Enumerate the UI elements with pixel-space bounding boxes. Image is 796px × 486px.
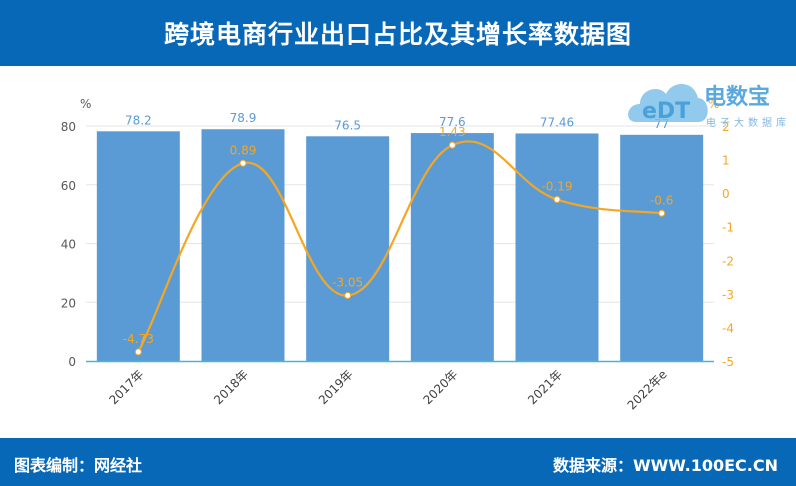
left-axis-unit: % [80,97,91,111]
left-tick-label: 80 [61,120,76,134]
bar-series: 78.2 78.976.5 77.6 77.46 77 [96,111,704,361]
line-value-label: 0.89 [230,143,257,157]
right-tick-label: -5 [722,355,734,369]
logo-subtitle: 电子大数据库 [706,116,790,129]
footer-source: 数据来源：WWW.100EC.CN [552,456,778,475]
x-tick-label: 2020年 [420,367,460,407]
line-marker[interactable] [553,196,561,204]
line-series: -4.73 0.89 -3.05 1.43 -0.19 -0.6 [123,125,673,356]
right-tick-label: 2 [722,120,730,134]
line-marker[interactable] [344,292,352,300]
line-value-label: -3.05 [332,276,363,290]
chart-title: 跨境电商行业出口占比及其增长率数据图 [163,20,632,49]
bar-value-label: 78.9 [230,111,257,125]
right-axis-unit: % [708,97,719,111]
cloud-icon [628,83,708,122]
right-axis: -5 -4 -3 -2 -1 0 1 2% [708,97,734,369]
logo: eDT 电数宝 电子大数据库 [628,70,796,135]
right-tick-label: -1 [722,221,734,235]
x-tick-label: 2022年e [625,367,670,412]
right-tick-label: 1 [722,154,730,168]
bar-value-label: 77.46 [540,115,574,129]
right-tick-label: 0 [722,187,730,201]
left-tick-label: 40 [61,238,76,252]
line-value-label: -4.73 [123,332,154,346]
line-marker[interactable] [448,141,456,149]
bar-value-label: 76.5 [334,118,361,132]
left-axis: 0 20 40 60 80% [61,97,92,369]
left-tick-label: 20 [61,296,76,310]
bar[interactable] [515,133,599,361]
bar[interactable] [201,129,285,361]
chart-footer: 图表编制：网经社 数据来源：WWW.100EC.CN [0,438,796,486]
left-tick-label: 60 [61,179,76,193]
bar[interactable] [96,131,180,361]
right-tick-label: -2 [722,254,734,268]
chart-header: 跨境电商行业出口占比及其增长率数据图 [0,0,796,66]
bar[interactable] [410,133,494,361]
right-tick-label: -3 [722,288,734,302]
bar-value-label: 77.6 [439,115,466,129]
x-tick-label: 2018年 [211,367,251,407]
x-tick-label: 2017年 [106,367,146,407]
x-tick-label: 2021年 [525,367,565,407]
bar[interactable] [620,134,704,361]
logo-mark: eDT [642,99,690,124]
x-axis: 2017年 2018年 2019年 2020年 2021年 2022年e [86,360,714,412]
line-marker[interactable] [658,209,666,217]
x-tick-label: 2019年 [316,367,356,407]
logo-brand: 电数宝 [704,84,770,110]
gridlines [86,125,714,303]
line-value-label: -0.6 [650,193,673,207]
bar-value-label: 78.2 [125,113,152,127]
bar[interactable] [306,136,390,361]
left-tick-label: 0 [68,355,76,369]
line-marker[interactable] [134,348,142,356]
footer-credit: 图表编制：网经社 [14,456,143,475]
line-value-label: 1.43 [439,125,466,139]
chart-area: 78.2 78.976.5 77.6 77.46 77 -4.730.89-3.051.… [61,97,734,412]
line-marker[interactable] [239,159,247,167]
line-value-label: -0.19 [541,180,572,194]
right-tick-label: -4 [722,321,734,335]
